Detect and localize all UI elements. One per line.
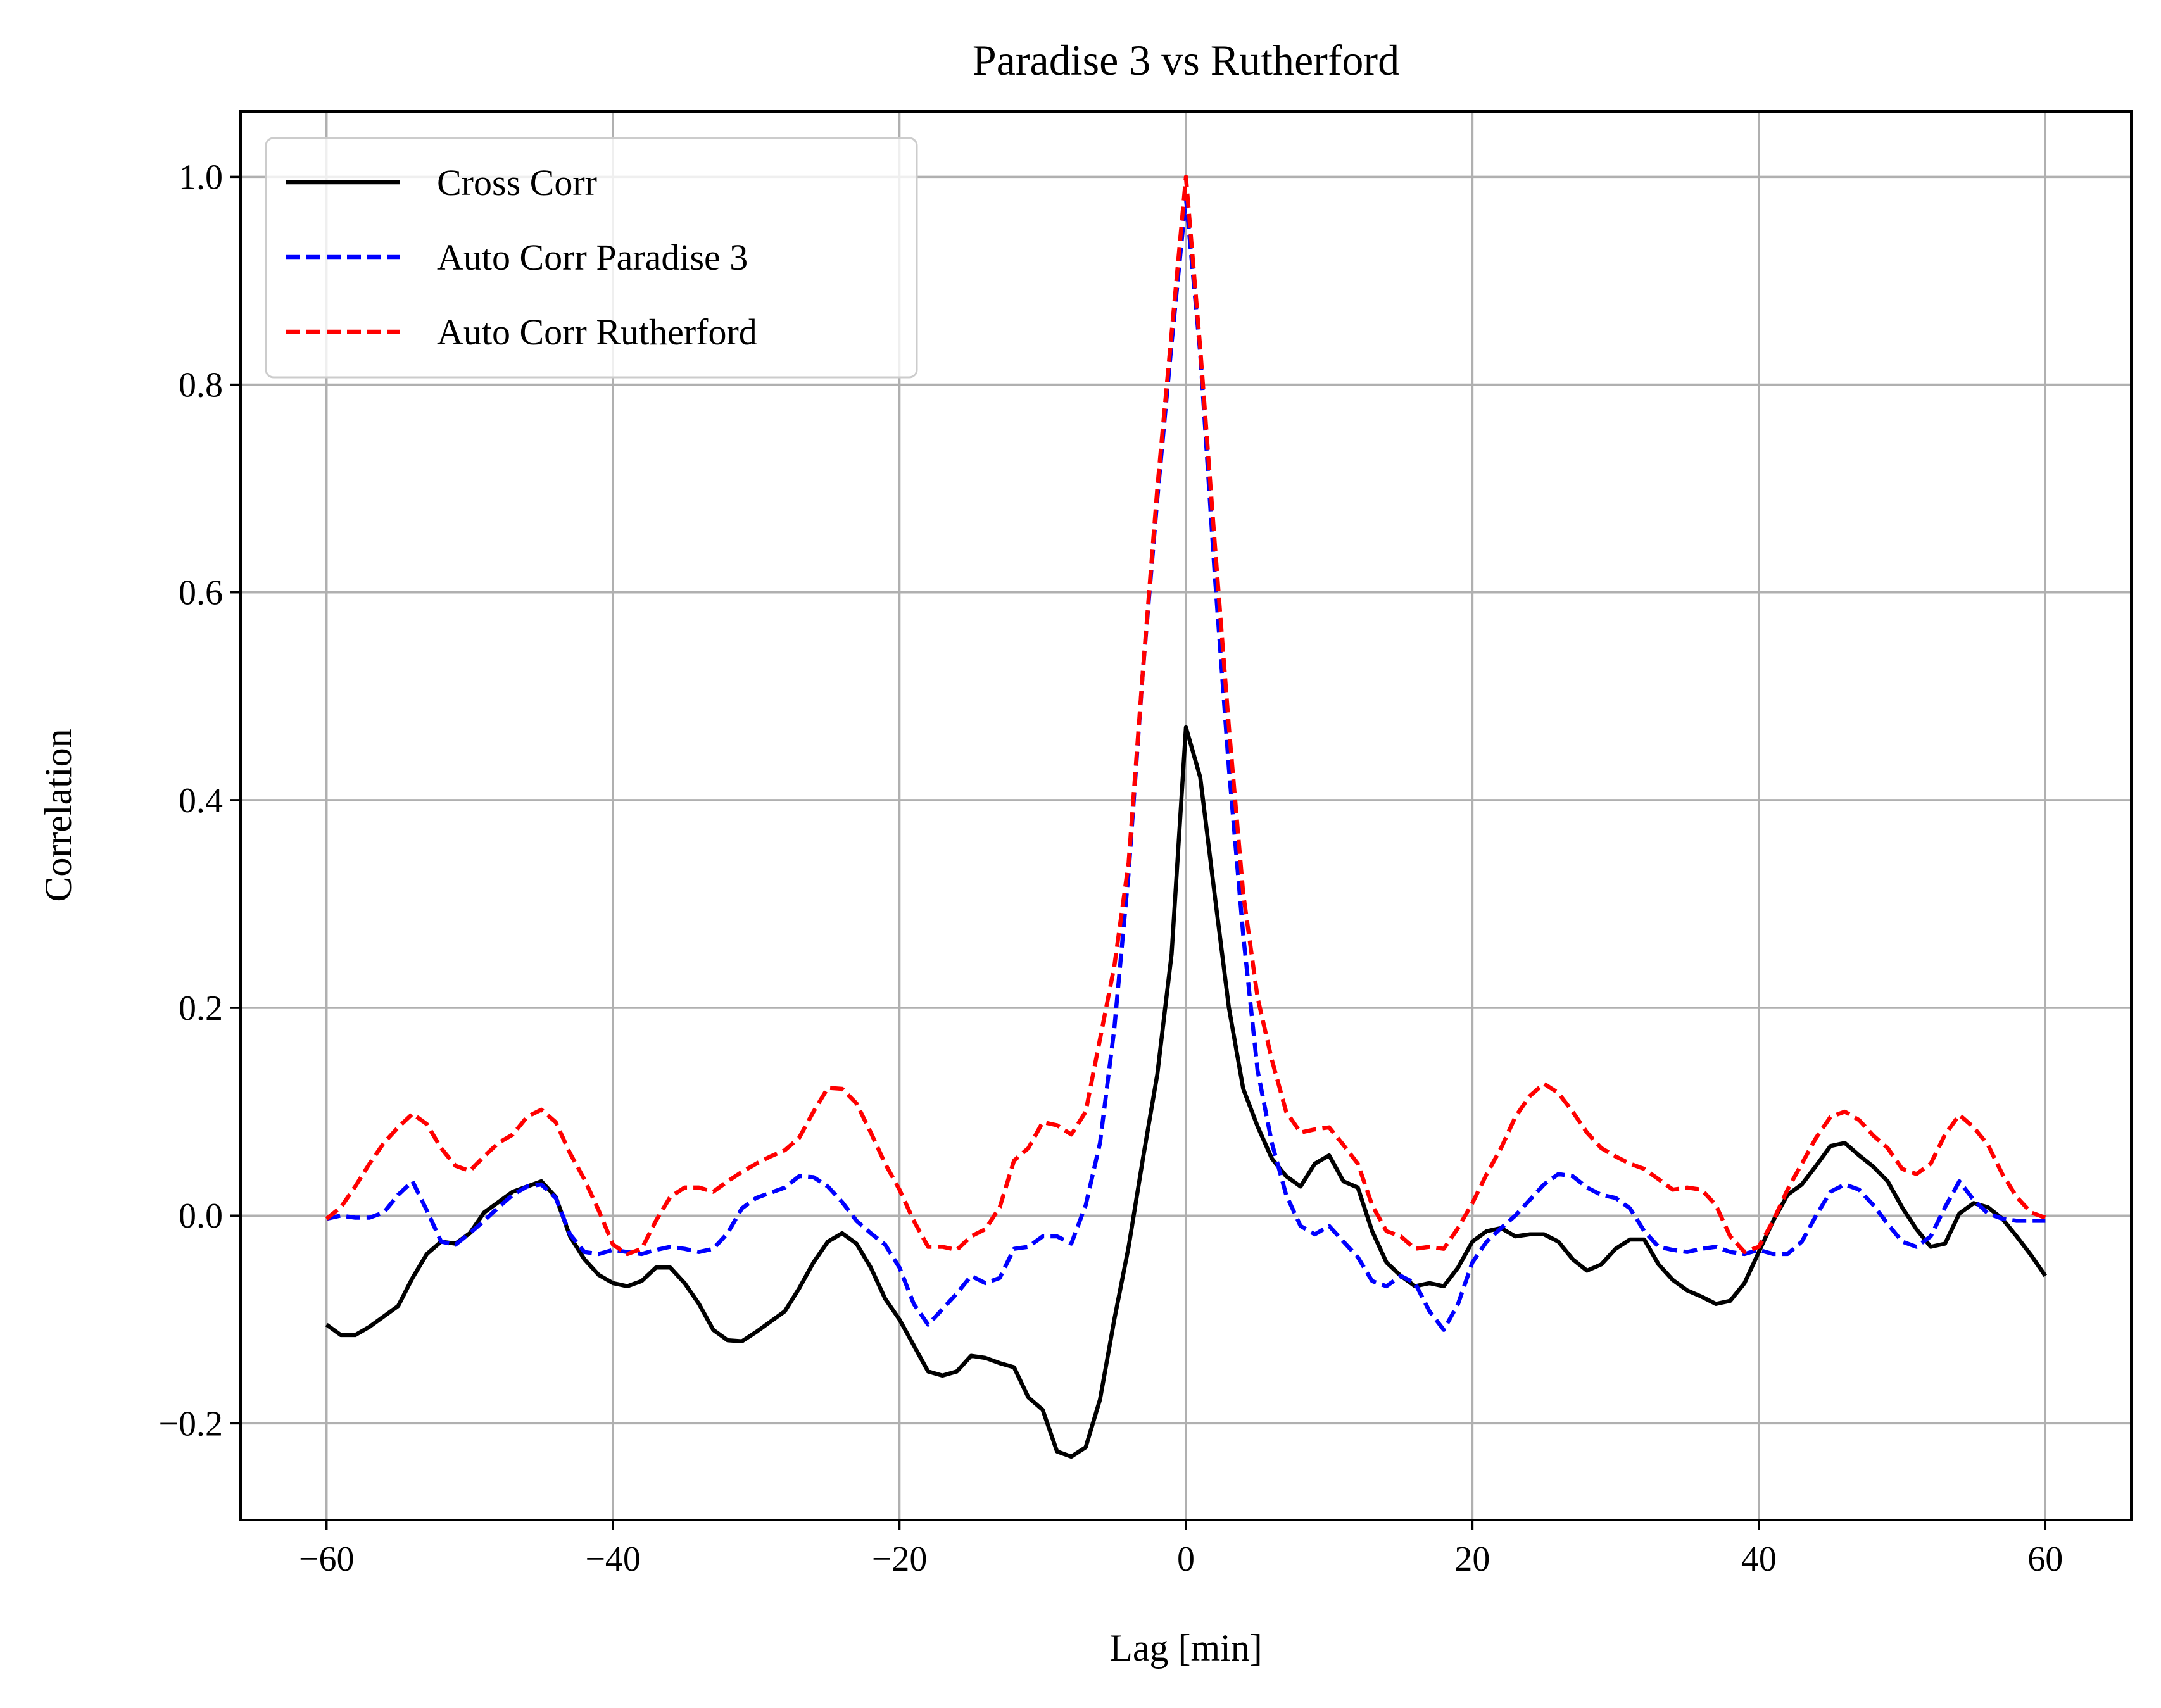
y-tick-label: 0.2 <box>179 989 223 1028</box>
x-tick-label: −20 <box>872 1540 928 1579</box>
x-tick-label: 40 <box>1741 1540 1777 1579</box>
legend: Cross Corr Auto Corr Paradise 3 Auto Corr … <box>265 137 918 379</box>
x-axis-ticks: −60 −40 −20 0 20 40 60 <box>299 1520 2063 1579</box>
y-axis-label: Correlation <box>37 729 79 901</box>
x-tick-label: 0 <box>1177 1540 1195 1579</box>
legend-label-auto-corr-paradise-3: Auto Corr Paradise 3 <box>437 237 748 278</box>
x-tick-label: −40 <box>585 1540 641 1579</box>
series-line-auto-corr-rutherford <box>325 175 2046 1257</box>
x-tick-label: −60 <box>299 1540 355 1579</box>
y-tick-label: 1.0 <box>179 158 223 197</box>
y-tick-label: −0.2 <box>158 1404 223 1443</box>
legend-frame <box>265 137 918 379</box>
y-axis-ticks: −0.2 0.0 0.2 0.4 0.6 0.8 1.0 <box>158 158 241 1443</box>
x-axis-label: Lag [min] <box>1109 1627 1263 1669</box>
x-tick-label: 60 <box>2027 1540 2063 1579</box>
x-tick-label: 20 <box>1454 1540 1490 1579</box>
legend-label-auto-corr-rutherford: Auto Corr Rutherford <box>437 311 757 353</box>
series-line-cross-corr <box>325 725 2047 1459</box>
legend-label-cross-corr: Cross Corr <box>437 162 597 203</box>
y-tick-label: 0.4 <box>179 781 223 820</box>
chart-title: Paradise 3 vs Rutherford <box>973 36 1399 84</box>
series-layer <box>325 175 2047 1459</box>
y-tick-label: 0.6 <box>179 574 223 613</box>
y-tick-label: 0.0 <box>179 1196 223 1236</box>
y-tick-label: 0.8 <box>179 366 223 405</box>
